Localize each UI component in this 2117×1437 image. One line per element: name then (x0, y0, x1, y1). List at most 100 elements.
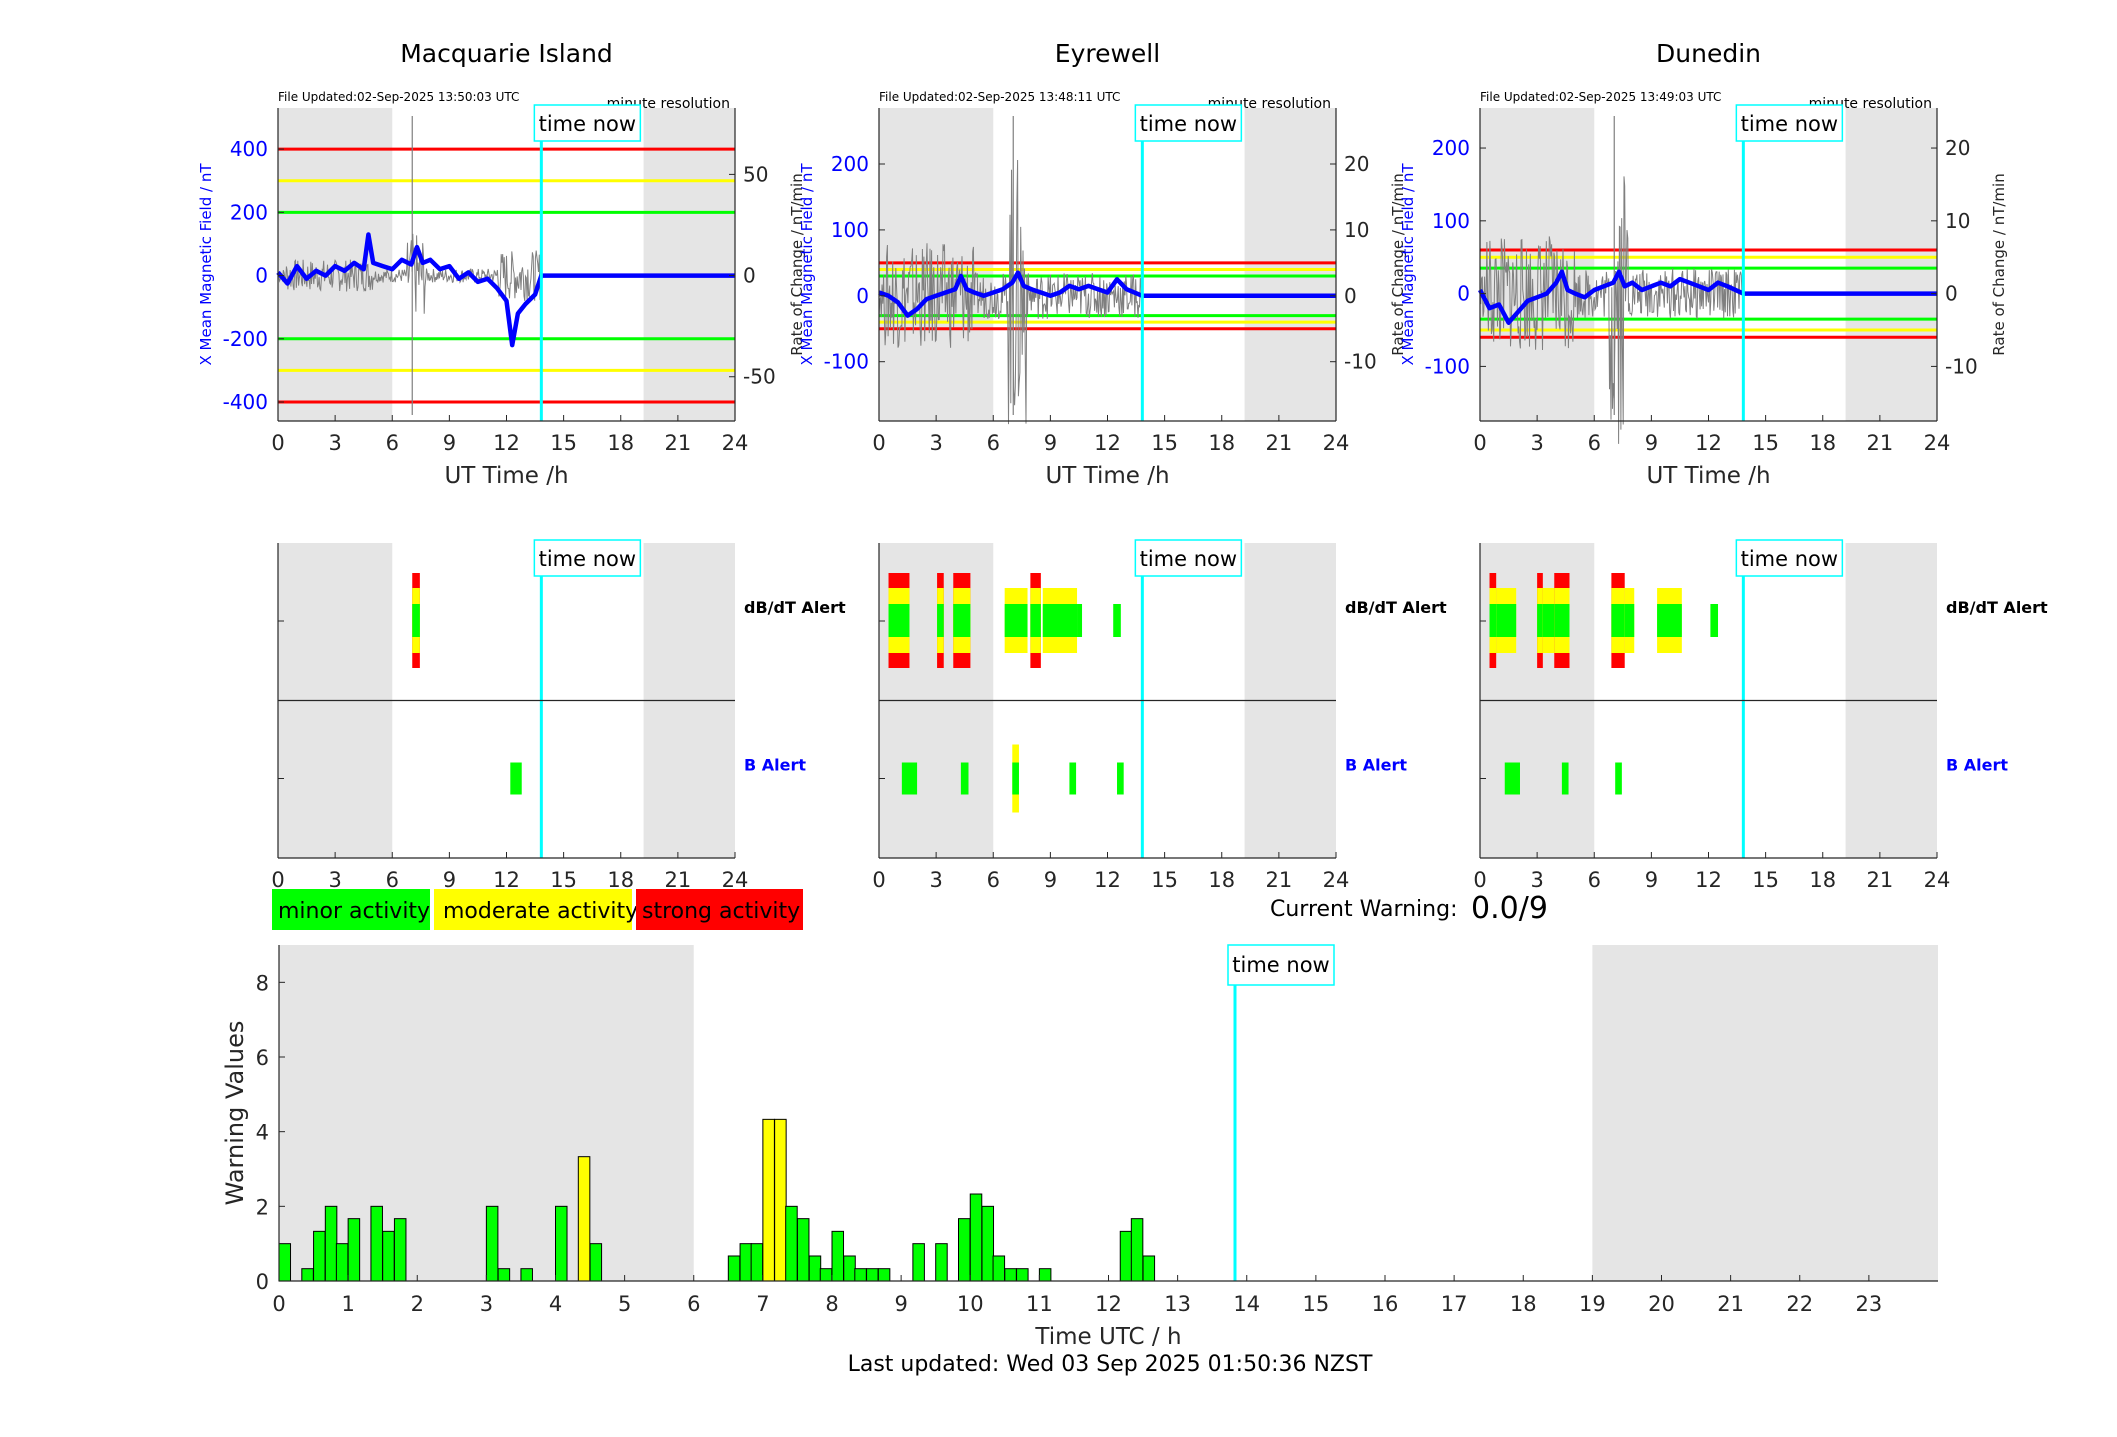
warning-x-tick-label: 12 (1095, 1292, 1122, 1316)
x-tick-label: 6 (987, 431, 1000, 455)
rate-tick-label: 10 (1344, 218, 1369, 242)
dbdt-minor-band (1004, 604, 1028, 637)
alert-x-tick-label: 12 (1094, 868, 1121, 892)
warning-x-tick-label: 15 (1303, 1292, 1330, 1316)
x-tick-label: 15 (1752, 431, 1779, 455)
warning-bar (1038, 1268, 1052, 1282)
time-now-box (1735, 104, 1844, 142)
alert-x-tick-label: 6 (386, 868, 399, 892)
alert-x-tick-label: 9 (1044, 868, 1057, 892)
rate-tick-label: -50 (743, 365, 776, 389)
rate-tick-label: 50 (743, 162, 768, 186)
dbdt-minor-band (1489, 604, 1497, 637)
x-axis-title: UT Time /h (1045, 463, 1169, 489)
field-tick-label: -100 (824, 350, 869, 374)
dbdt-minor-band (1554, 604, 1570, 637)
rate-tick-label: 0 (743, 264, 756, 288)
x-tick-label: 24 (1323, 431, 1350, 455)
field-tick-label: 100 (831, 218, 869, 242)
alert-x-tick-label: 12 (493, 868, 520, 892)
x-tick-label: 9 (1044, 431, 1057, 455)
station-title: Macquarie Island (400, 39, 613, 68)
alert-time-now-label: time now (539, 547, 636, 571)
warning-bar (957, 1218, 971, 1282)
x-tick-label: 21 (1867, 431, 1894, 455)
warning-bar (497, 1268, 511, 1282)
alert-x-tick-label: 21 (665, 868, 692, 892)
warning-x-tick-label: 13 (1164, 1292, 1191, 1316)
dbdt-alert-label: dB/dT Alert (1345, 598, 1447, 617)
warning-bar (831, 1230, 845, 1282)
dbdt-minor-band (953, 604, 971, 637)
alert-x-tick-label: 15 (1151, 868, 1178, 892)
x-tick-label: 9 (443, 431, 456, 455)
current-warning-value: 0.0/9 (1471, 891, 1548, 926)
alert-x-tick-label: 24 (722, 868, 749, 892)
night-shading (643, 108, 735, 421)
warning-bar (301, 1268, 314, 1282)
alert-x-tick-label: 6 (1588, 868, 1601, 892)
station-title: Eyrewell (1055, 39, 1160, 68)
field-tick-label: 400 (230, 137, 268, 161)
station-title: Dunedin (1656, 39, 1761, 68)
warning-x-tick-label: 7 (756, 1292, 769, 1316)
x-tick-label: 12 (493, 431, 520, 455)
x-tick-label: 3 (328, 431, 341, 455)
warning-bar (382, 1230, 395, 1282)
warning-bar (866, 1268, 879, 1282)
b-minor-bar (510, 762, 522, 795)
alert-x-tick-label: 24 (1924, 868, 1951, 892)
alert-x-tick-label: 15 (550, 868, 577, 892)
rate-tick-label: 20 (1344, 152, 1369, 176)
field-tick-label: 100 (1432, 209, 1470, 233)
warning-bar (969, 1193, 983, 1282)
x-tick-label: 0 (271, 431, 284, 455)
x-tick-label: 9 (1645, 431, 1658, 455)
field-tick-label: -100 (1425, 354, 1470, 378)
x-tick-label: 0 (1473, 431, 1486, 455)
warning-bar (739, 1243, 753, 1282)
warning-y-tick-label: 0 (256, 1270, 269, 1294)
dbdt-alert-label: dB/dT Alert (744, 598, 846, 617)
alert-x-tick-label: 21 (1266, 868, 1293, 892)
alert-x-tick-label: 3 (328, 868, 341, 892)
station-panel: Macquarie Island File Updated:02-Sep-2025… (197, 39, 846, 892)
current-warning-label: Current Warning: (1270, 897, 1457, 922)
field-tick-label: 200 (1432, 136, 1470, 160)
rate-tick-label: -10 (1344, 350, 1377, 374)
station-panel: Dunedin File Updated:02-Sep-2025 13:49:03… (1399, 39, 2048, 892)
x-tick-label: 21 (1266, 431, 1293, 455)
warning-y-tick-label: 6 (256, 1046, 269, 1070)
alert-x-tick-label: 21 (1867, 868, 1894, 892)
warning-bar (347, 1218, 361, 1282)
dbdt-minor-band (412, 604, 420, 637)
b-minor-bar (901, 762, 918, 795)
field-trace (1478, 269, 1937, 325)
warning-bar (819, 1268, 833, 1282)
night-shading (1845, 108, 1937, 421)
warning-bar (750, 1243, 764, 1282)
warning-bar (1142, 1255, 1156, 1282)
dbdt-minor-band (1611, 604, 1625, 637)
warning-bar (393, 1218, 407, 1282)
legend-moderate-label: moderate activity (443, 899, 638, 924)
field-trace (276, 232, 735, 348)
x-tick-label: 12 (1695, 431, 1722, 455)
x-tick-label: 6 (1588, 431, 1601, 455)
warning-bar (981, 1205, 995, 1282)
activity-legend: minor activity moderate activity strong … (272, 889, 803, 930)
alert-x-tick-label: 18 (1809, 868, 1836, 892)
x-tick-label: 18 (607, 431, 634, 455)
night-shading (1244, 108, 1336, 421)
x-tick-label: 15 (1151, 431, 1178, 455)
warning-x-tick-label: 16 (1372, 1292, 1399, 1316)
warning-bar (854, 1268, 867, 1282)
dbdt-minor-bar (1710, 604, 1719, 637)
field-tick-label: 0 (1457, 282, 1470, 306)
field-tick-label: -400 (223, 390, 268, 414)
x-tick-label: 3 (1530, 431, 1543, 455)
legend-minor-label: minor activity (278, 899, 430, 924)
warning-bar (324, 1205, 338, 1282)
warning-x-tick-label: 11 (1026, 1292, 1053, 1316)
